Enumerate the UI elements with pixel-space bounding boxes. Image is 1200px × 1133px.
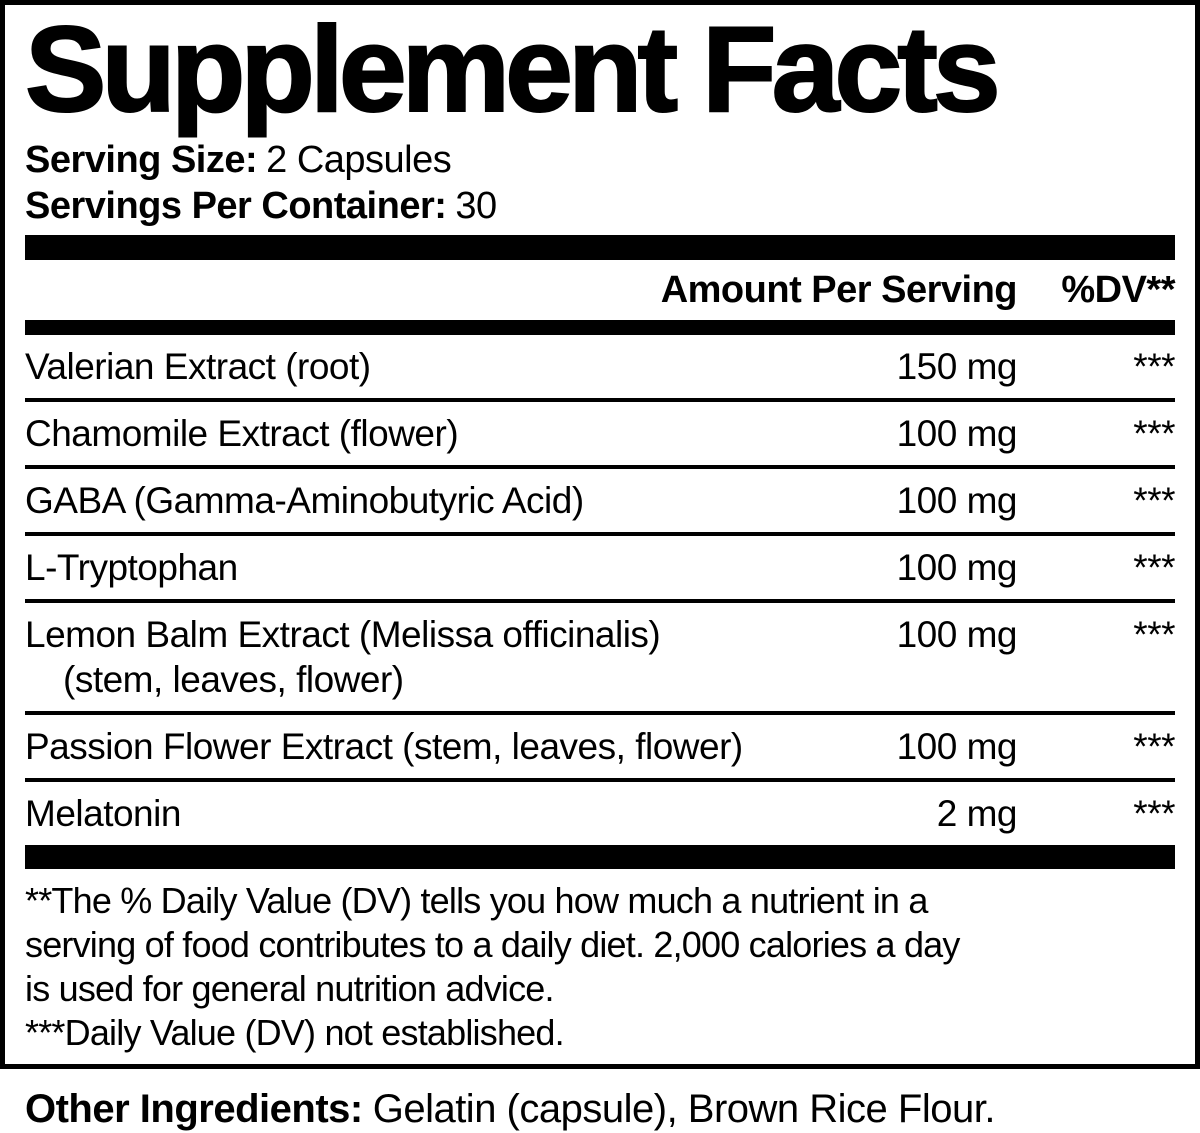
- servings-per-container-value: 30: [455, 185, 497, 228]
- ingredient-name-text: GABA (Gamma-Aminobutyric Acid): [25, 480, 584, 522]
- serving-size-label: Serving Size:: [25, 139, 258, 182]
- ingredient-name: Valerian Extract (root): [25, 344, 817, 389]
- footnote-line: serving of food contributes to a daily d…: [25, 924, 960, 966]
- amount-per-serving-header: Amount Per Serving: [660, 268, 1018, 311]
- ingredient-dv: ***: [1133, 346, 1175, 388]
- ingredient-name: Chamomile Extract (flower): [25, 411, 817, 456]
- other-ingredients-line: Other Ingredients: Gelatin (capsule), Bro…: [25, 1085, 1200, 1133]
- ingredient-row-melatonin: Melatonin 2 mg ***: [25, 782, 1176, 845]
- ingredient-row-lemon-balm: Lemon Balm Extract (Melissa officinalis)…: [25, 603, 1176, 716]
- serving-info: Serving Size: 2 Capsules Servings Per Con…: [25, 137, 1175, 229]
- ingredient-name-line2: (stem, leaves, flower): [63, 659, 404, 701]
- ingredient-row-valerian: Valerian Extract (root) 150 mg ***: [25, 335, 1176, 403]
- ingredient-name-text: Lemon Balm Extract (Melissa officinalis): [25, 614, 661, 656]
- serving-size-value: 2 Capsules: [266, 139, 452, 182]
- supplement-facts-panel: Supplement Facts Serving Size: 2 Capsules…: [0, 0, 1200, 1069]
- ingredient-name-text: L-Tryptophan: [25, 547, 238, 589]
- panel-title: Supplement Facts: [24, 1, 1002, 137]
- separator-bar-top: [25, 235, 1175, 261]
- ingredient-name-text: Melatonin: [25, 793, 181, 835]
- servings-per-container-line: Servings Per Container: 30: [25, 183, 1175, 229]
- ingredient-amount: 150 mg: [896, 346, 1018, 388]
- ingredient-name: Lemon Balm Extract (Melissa officinalis)…: [25, 612, 817, 702]
- ingredient-name-text: Chamomile Extract (flower): [25, 413, 459, 455]
- ingredient-amount: 100 mg: [896, 413, 1018, 455]
- ingredient-amount: 100 mg: [896, 614, 1018, 656]
- ingredient-dv: ***: [1133, 614, 1175, 656]
- serving-size-line: Serving Size: 2 Capsules: [25, 137, 1175, 183]
- ingredient-amount: 100 mg: [896, 480, 1018, 522]
- ingredient-name: Passion Flower Extract (stem, leaves, fl…: [25, 724, 817, 769]
- ingredient-dv: ***: [1133, 726, 1175, 768]
- ingredient-row-ltryptophan: L-Tryptophan 100 mg ***: [25, 536, 1176, 604]
- footnote-line: is used for general nutrition advice.: [25, 968, 555, 1010]
- table-header-row: Amount Per Serving %DV**: [25, 260, 1176, 320]
- footnote-line: ***Daily Value (DV) not established.: [25, 1012, 565, 1054]
- ingredient-name: GABA (Gamma-Aminobutyric Acid): [25, 478, 817, 523]
- servings-per-container-label: Servings Per Container:: [25, 185, 447, 228]
- ingredient-name: L-Tryptophan: [25, 545, 817, 590]
- ingredient-amount: 100 mg: [896, 726, 1018, 768]
- separator-bar-header: [25, 320, 1175, 336]
- footnote-line: **The % Daily Value (DV) tells you how m…: [25, 880, 928, 922]
- ingredient-row-gaba: GABA (Gamma-Aminobutyric Acid) 100 mg **…: [25, 469, 1176, 537]
- other-ingredients-value: Gelatin (capsule), Brown Rice Flour.: [372, 1087, 996, 1131]
- ingredient-name-text: Valerian Extract (root): [25, 346, 371, 388]
- ingredient-row-passion-flower: Passion Flower Extract (stem, leaves, fl…: [25, 715, 1176, 783]
- ingredient-name-text: Passion Flower Extract (stem, leaves, fl…: [25, 726, 743, 768]
- ingredient-row-chamomile: Chamomile Extract (flower) 100 mg ***: [25, 402, 1176, 470]
- ingredient-dv: ***: [1133, 413, 1175, 455]
- ingredient-name: Melatonin: [25, 791, 817, 836]
- ingredient-dv: ***: [1133, 480, 1175, 522]
- ingredient-amount: 100 mg: [896, 547, 1018, 589]
- ingredient-dv: ***: [1133, 547, 1175, 589]
- other-ingredients-label: Other Ingredients:: [25, 1087, 363, 1131]
- percent-dv-header: %DV**: [1061, 268, 1175, 311]
- ingredient-amount: 2 mg: [936, 793, 1018, 835]
- ingredient-dv: ***: [1133, 793, 1175, 835]
- footnotes: **The % Daily Value (DV) tells you how m…: [25, 879, 1175, 1055]
- separator-bar-bottom: [25, 845, 1175, 870]
